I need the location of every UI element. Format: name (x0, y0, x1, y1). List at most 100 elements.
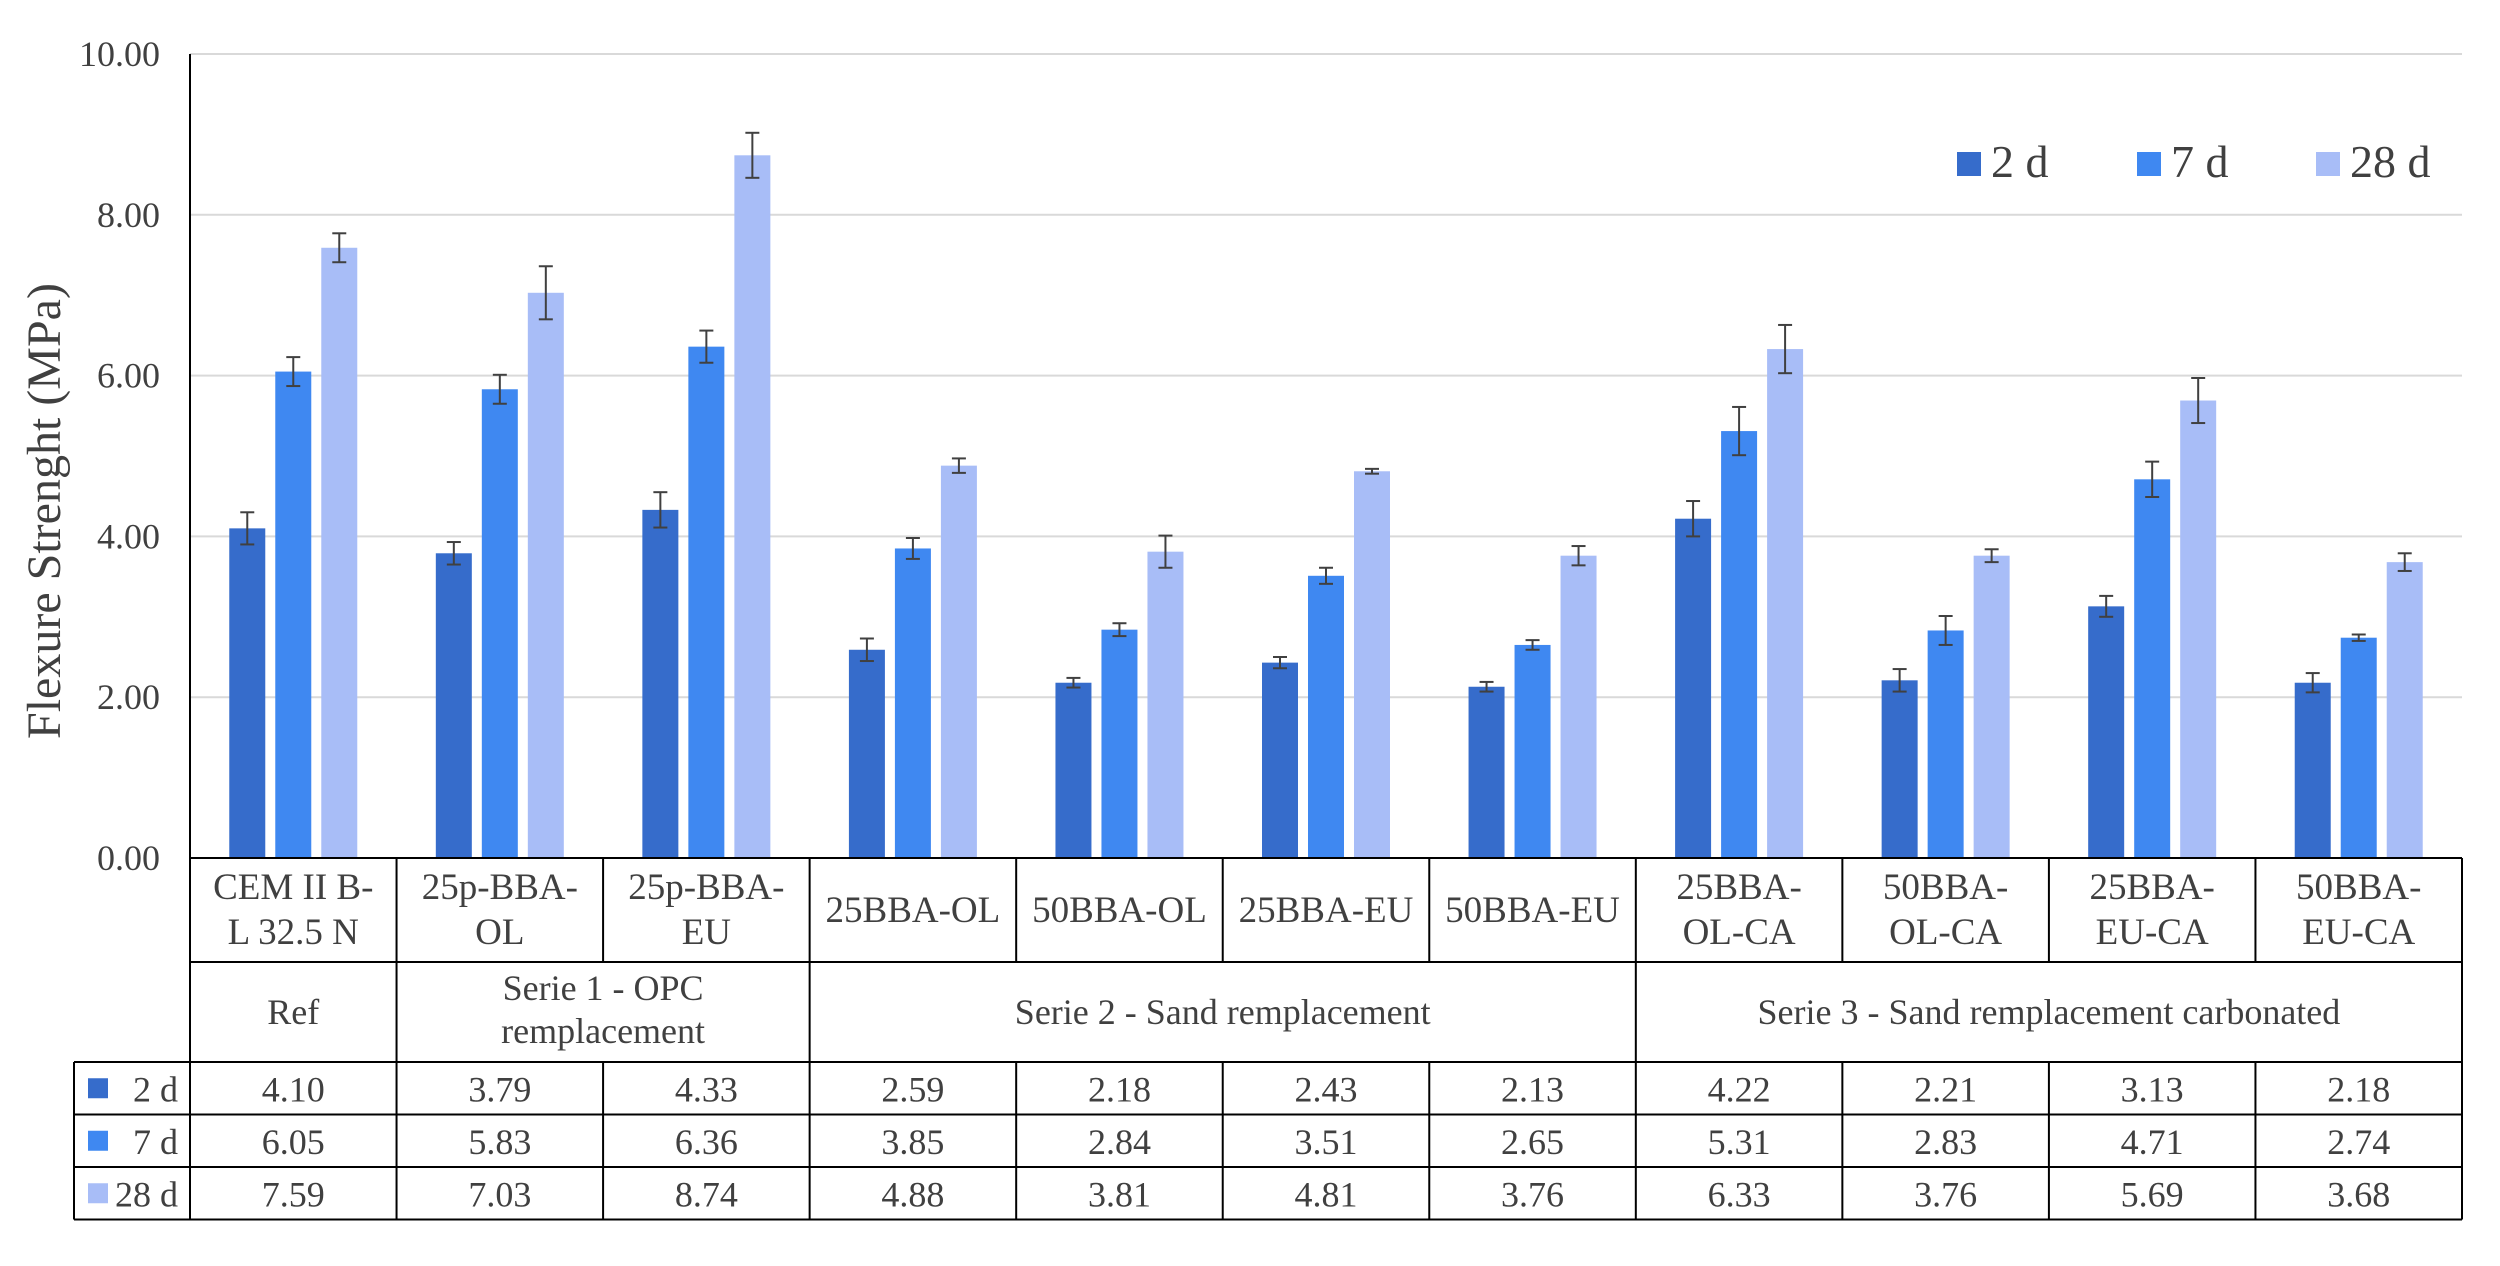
error-bar (286, 356, 301, 388)
bar (1308, 575, 1344, 858)
error-bar (951, 457, 966, 474)
legend-swatch (1957, 152, 1981, 176)
bar (2340, 637, 2377, 858)
table-cell: 3.76 (1501, 1174, 1564, 1214)
bar (894, 548, 931, 858)
table-cell: 6.36 (675, 1122, 738, 1162)
bar (2180, 400, 2217, 858)
legend-swatch (2316, 152, 2340, 176)
series-group-label: Serie 3 - Sand remplacement carbonated (1758, 992, 2341, 1032)
svg-text:remplacement: remplacement (501, 1011, 705, 1051)
table-cell: 3.13 (2121, 1069, 2184, 1109)
table-cell: 3.51 (1295, 1122, 1358, 1162)
series-row-label: 28 d (115, 1174, 178, 1214)
table-cell: 4.10 (262, 1069, 325, 1109)
error-bar (1938, 614, 1953, 646)
table-cell: 3.81 (1088, 1174, 1151, 1214)
bar (321, 247, 358, 858)
legend-label: 2 d (1991, 136, 2049, 187)
error-bar (1892, 668, 1907, 693)
bar (1767, 349, 1804, 858)
y-axis-label: Flexure Strenght (MPa) (18, 283, 71, 739)
bar (229, 528, 266, 858)
error-bar (1066, 676, 1081, 689)
category-label: 25BBA-EU (1239, 890, 1414, 931)
error-bar (332, 232, 347, 264)
svg-text:OL: OL (475, 912, 524, 953)
bar (1881, 680, 1918, 858)
category-label: 25p-BBA-EU (628, 867, 784, 953)
table-cell: 6.33 (1708, 1174, 1771, 1214)
y-tick-label: 0.00 (97, 838, 160, 878)
bar (1101, 629, 1138, 858)
error-bar (2305, 672, 2320, 694)
bar (527, 292, 564, 859)
table-cell: 2.18 (2327, 1069, 2390, 1109)
error-bar (446, 541, 461, 566)
error-bar (538, 265, 553, 321)
svg-text:Serie 3 - Sand remplacement ca: Serie 3 - Sand remplacement carbonated (1758, 992, 2341, 1032)
bar (642, 509, 679, 858)
bar (688, 346, 725, 858)
table-cell: 4.88 (881, 1174, 944, 1214)
bar (1973, 555, 2010, 858)
bar (1675, 518, 1712, 858)
bar (940, 465, 977, 858)
error-bar (745, 131, 760, 179)
bar (1721, 431, 1758, 858)
error-bar (492, 373, 507, 405)
table-row: 28 d 7.59 7.03 8.74 4.88 3.81 4.81 3.76 6.33 3.76… (88, 1174, 2390, 1214)
category-label: 50BBA-EU (1445, 890, 1620, 931)
series-group-label: Ref (267, 992, 319, 1032)
error-bar (2191, 377, 2206, 425)
bar (275, 371, 312, 858)
error-bar (2145, 460, 2160, 499)
error-bar (1571, 545, 1586, 567)
svg-text:EU: EU (682, 912, 731, 953)
category-label: 50BBA-OL (1032, 890, 1207, 931)
table-cell: 4.33 (675, 1069, 738, 1109)
legend-label: 28 d (2350, 136, 2431, 187)
category-label: 25BBA-OL-CA (1676, 867, 1801, 953)
series-row-label: 7 d (133, 1122, 178, 1162)
category-label: 25p-BBA-OL (422, 867, 578, 953)
bar (481, 389, 518, 858)
error-bar (1732, 405, 1747, 457)
error-bar (653, 491, 668, 529)
svg-text:25BBA-: 25BBA- (2089, 867, 2214, 908)
svg-text:OL-CA: OL-CA (1889, 912, 2002, 953)
error-bar (2397, 552, 2412, 572)
y-tick-label: 8.00 (97, 195, 160, 235)
table-row: 7 d 6.05 5.83 6.36 3.85 2.84 3.51 2.65 5.31 2.83 4… (88, 1122, 2390, 1162)
svg-text:50BBA-EU: 50BBA-EU (1445, 890, 1620, 931)
bar (1514, 644, 1551, 858)
legend-item: 2 d (1957, 136, 2049, 187)
table-cell: 5.69 (2121, 1174, 2184, 1214)
error-bar (905, 537, 920, 560)
svg-text:25BBA-: 25BBA- (1676, 867, 1801, 908)
error-bar (1525, 639, 1540, 651)
svg-text:OL-CA: OL-CA (1683, 912, 1796, 953)
bar (2134, 479, 2171, 858)
error-bar (1778, 323, 1793, 375)
table-cell: 2.21 (1914, 1069, 1977, 1109)
category-label: 25BBA-EU-CA (2089, 867, 2214, 953)
table-cell: 4.81 (1295, 1174, 1358, 1214)
svg-text:EU-CA: EU-CA (2302, 912, 2415, 953)
y-tick-label: 10.00 (79, 34, 160, 74)
series-row-label: 2 d (133, 1069, 178, 1109)
svg-text:CEM II B-: CEM II B- (213, 867, 373, 908)
table-cell: 7.59 (262, 1174, 325, 1214)
svg-text:EU-CA: EU-CA (2096, 912, 2209, 953)
bar (734, 155, 771, 858)
bar (1468, 686, 1505, 858)
error-bar (2099, 594, 2114, 618)
bar (2294, 682, 2331, 858)
table-row: 2 d 4.10 3.79 4.33 2.59 2.18 2.43 2.13 4.22 2.21 3… (88, 1069, 2390, 1109)
table-cell: 3.76 (1914, 1174, 1977, 1214)
table-cell: 4.71 (2121, 1122, 2184, 1162)
svg-text:L 32.5 N: L 32.5 N (228, 912, 359, 953)
bar (2386, 562, 2423, 858)
